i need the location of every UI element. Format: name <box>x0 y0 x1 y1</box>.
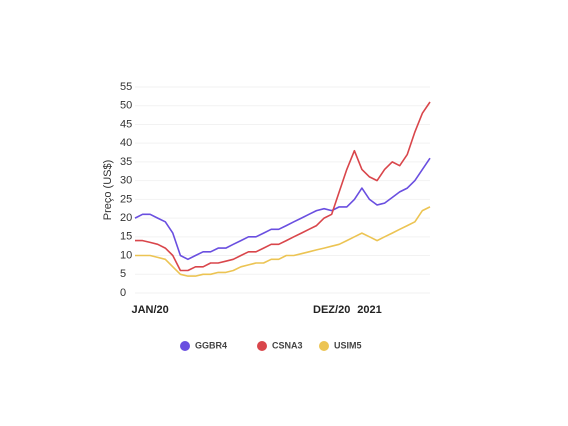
x-tick-label: JAN/20 <box>131 304 168 316</box>
legend-marker <box>257 341 267 351</box>
y-tick-label: 10 <box>120 249 132 261</box>
legend-marker <box>319 341 329 351</box>
y-tick-label: 5 <box>120 268 126 280</box>
y-tick-label: 15 <box>120 231 132 243</box>
legend-marker <box>180 341 190 351</box>
x-tick-label: 2021 <box>357 304 381 316</box>
x-tick-label: DEZ/20 <box>313 304 350 316</box>
legend-label: GGBR4 <box>195 340 227 350</box>
y-tick-label: 0 <box>120 287 126 299</box>
series-line <box>135 101 431 272</box>
y-tick-label: 55 <box>120 81 132 93</box>
y-tick-label: 45 <box>120 118 132 130</box>
y-tick-label: 50 <box>120 100 132 112</box>
y-tick-label: 40 <box>120 137 132 149</box>
y-axis-label: Preço (US$) <box>102 160 114 221</box>
y-tick-label: 20 <box>120 212 132 224</box>
legend-label: USIM5 <box>334 340 362 350</box>
y-tick-label: 25 <box>120 193 132 205</box>
y-tick-label: 30 <box>120 175 132 187</box>
series-line <box>134 157 431 261</box>
series-line <box>135 206 431 277</box>
legend-label: CSNA3 <box>272 340 303 350</box>
y-tick-label: 35 <box>120 156 132 168</box>
